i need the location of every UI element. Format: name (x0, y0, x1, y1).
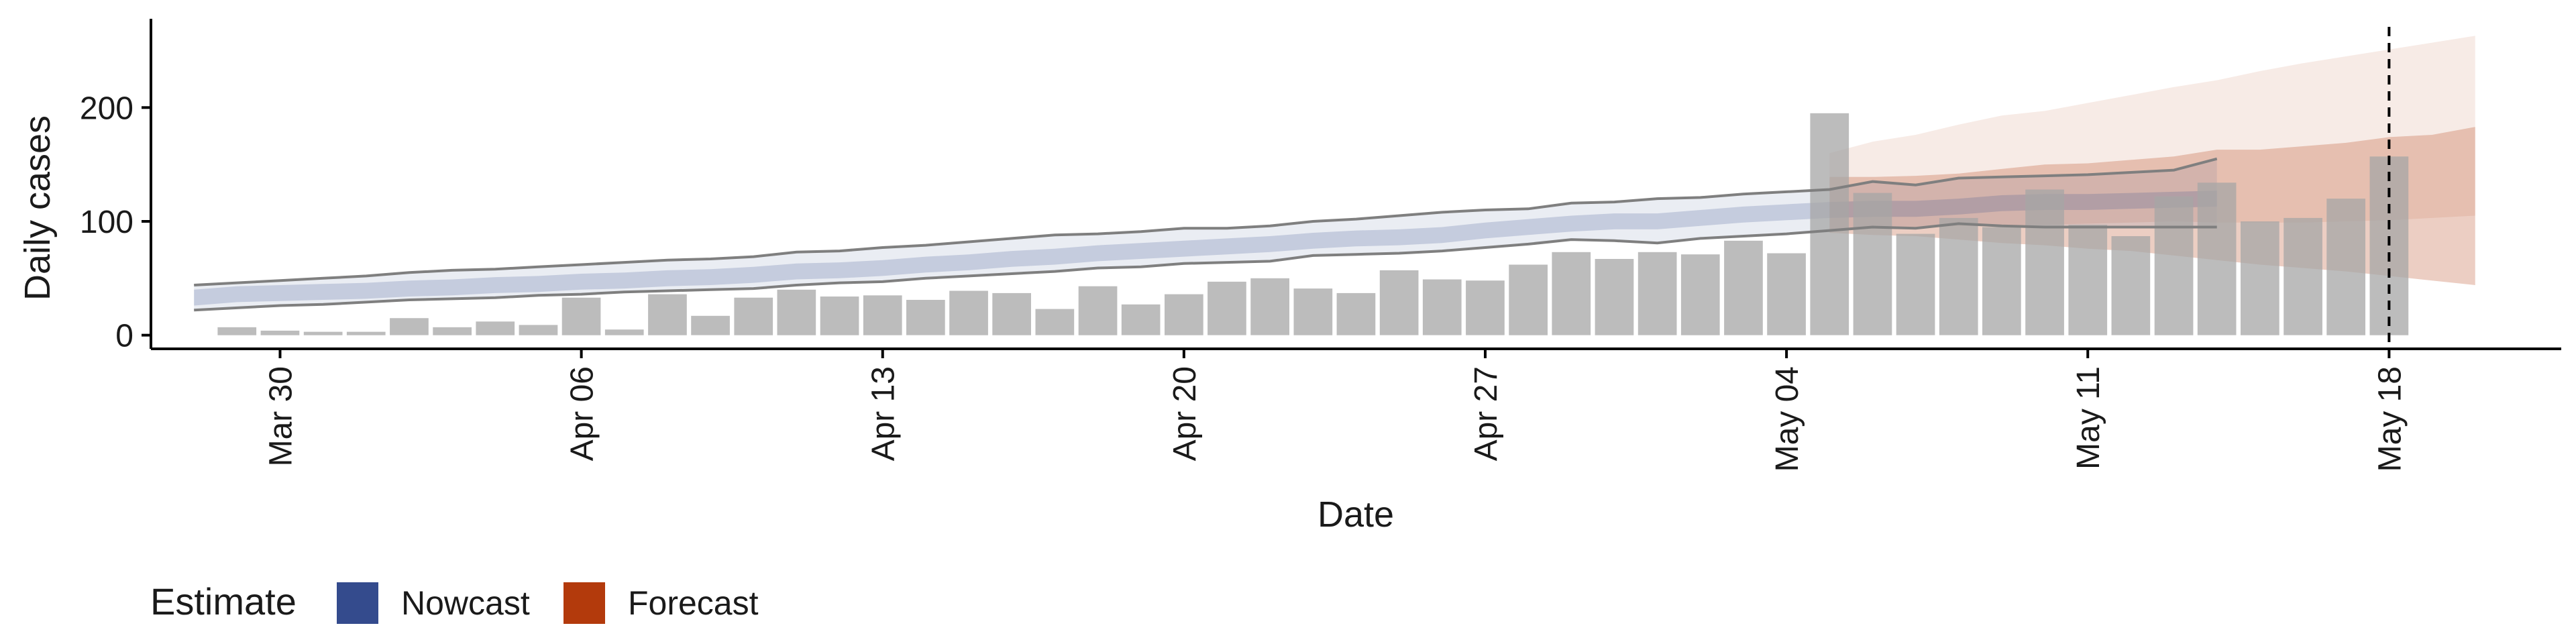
x-axis-ticks: Mar 30 Apr 06 Apr 13 Apr 20 Apr 27 May 04 May … (264, 349, 2408, 472)
observed-bar (433, 327, 472, 335)
observed-bar (604, 329, 644, 335)
observed-bar (2025, 189, 2064, 335)
observed-bar (260, 330, 300, 335)
observed-bar (949, 290, 988, 335)
band-outlines (194, 157, 2218, 312)
observed-bar (820, 297, 859, 335)
observed-bar (1896, 233, 1935, 335)
x-axis-title: Date (1318, 494, 1394, 535)
legend: Estimate Nowcast Forecast (150, 580, 759, 624)
nowcast-outer-band (194, 158, 2217, 311)
observed-bar (1121, 304, 1161, 335)
observed-bar (906, 300, 945, 335)
x-tick-label: May 04 (1770, 366, 1805, 472)
legend-label-forecast: Forecast (628, 584, 759, 622)
observed-bar (992, 292, 1031, 335)
observed-bar (1250, 278, 1289, 335)
observed-bar (2284, 217, 2322, 335)
observed-bar (1724, 240, 1763, 335)
observed-bar (476, 321, 515, 335)
observed-bar (1552, 252, 1591, 335)
observed-bar (691, 315, 730, 335)
forecast-inner-band (1829, 127, 2475, 231)
legend-swatch-forecast (564, 582, 605, 624)
observed-bar (1853, 193, 1892, 335)
legend-label-nowcast: Nowcast (401, 584, 530, 622)
nowcast-upper-line (194, 157, 2218, 286)
observed-bar (1767, 253, 1806, 335)
legend-swatch-nowcast (337, 582, 378, 624)
x-tick-label: Apr 27 (1468, 366, 1504, 461)
observed-bar (390, 318, 429, 335)
y-axis-ticks: 0 100 200 (80, 91, 151, 354)
observed-bar (346, 331, 386, 335)
x-tick-label: Apr 06 (565, 366, 600, 461)
observed-bar (217, 327, 257, 335)
x-tick-label: Apr 20 (1167, 366, 1203, 461)
observed-bar (1165, 294, 1203, 335)
observed-bar (1336, 292, 1376, 335)
y-tick-label: 100 (80, 205, 133, 240)
x-tick-label: May 18 (2372, 366, 2408, 472)
observed-bar (1595, 259, 1634, 335)
observed-bar (1379, 270, 1419, 335)
nowcast-lower-line (194, 222, 2217, 312)
y-tick-label: 0 (115, 319, 133, 354)
observed-bar (519, 325, 558, 335)
observed-bar (2197, 182, 2237, 335)
observed-bar (1208, 281, 1246, 335)
observed-bar (2111, 236, 2151, 335)
observed-bar (1509, 264, 1548, 335)
observed-bar (2068, 225, 2108, 335)
observed-bar (2154, 196, 2194, 335)
observed-bar (1422, 279, 1462, 335)
observed-bar (648, 294, 687, 335)
observed-bar (303, 331, 343, 335)
y-axis-title: Daily cases (17, 115, 58, 301)
observed-bar (734, 297, 773, 335)
observed-bar (2326, 199, 2365, 335)
observed-bar (1982, 227, 2021, 335)
observed-bar (1293, 288, 1333, 335)
x-tick-label: Mar 30 (264, 366, 299, 466)
x-tick-label: May 11 (2071, 366, 2106, 470)
observed-bar (863, 295, 902, 335)
observed-bar (1078, 286, 1118, 335)
observed-bar (1810, 113, 1849, 335)
legend-title: Estimate (150, 580, 297, 623)
observed-bar (1680, 254, 1720, 335)
y-tick-label: 200 (80, 91, 133, 126)
axes (150, 19, 2561, 350)
observed-bar (561, 297, 601, 335)
observed-bar (2241, 221, 2279, 335)
x-tick-label: Apr 13 (866, 366, 902, 461)
nowcast-inner-band (194, 191, 2217, 306)
observed-bar (1638, 252, 1677, 335)
observed-bar (1939, 217, 1978, 335)
observed-bar (1035, 309, 1075, 335)
observed-bar (777, 289, 816, 335)
observed-bar (1466, 280, 1505, 335)
nowcast-bands (194, 158, 2217, 311)
